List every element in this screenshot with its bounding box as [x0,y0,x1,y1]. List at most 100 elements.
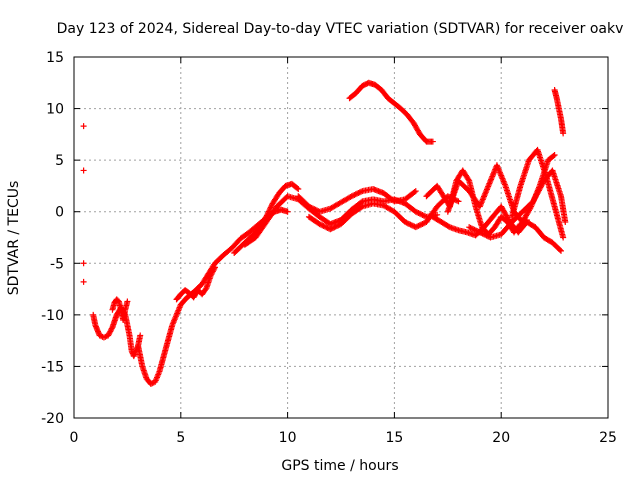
data-point [316,221,323,228]
data-point [412,208,419,215]
data-point [102,333,109,340]
data-point [419,220,426,227]
data-point [294,185,301,192]
y-tick-label: 15 [46,50,64,66]
data-point [479,230,486,237]
data-point [480,231,487,238]
series-tangle-4 [508,146,567,241]
series-early-arc [90,304,144,360]
data-point [415,210,422,217]
x-tick-label: 10 [279,430,297,446]
data-point [472,227,479,234]
data-point [465,176,472,183]
data-point [323,224,330,231]
data-point [329,224,336,231]
data-point [327,226,334,233]
data-point [467,224,474,231]
series-high-arc [346,79,436,145]
data-point [320,223,327,230]
data-point [211,265,218,272]
data-point [415,222,422,229]
x-tick-label: 15 [385,430,403,446]
data-point [305,203,312,210]
series-tangle-2 [429,203,565,254]
data-series [80,79,569,387]
data-point [335,222,342,229]
data-point [352,191,359,198]
data-point [420,220,427,227]
y-tick-label: 5 [55,153,64,169]
data-point [108,325,115,332]
data-point [80,167,87,174]
data-point [484,233,491,240]
data-point [560,234,567,241]
y-tick-label: -15 [41,359,64,375]
x-tick-label: 5 [176,430,185,446]
data-point [354,190,361,197]
data-point [416,222,423,229]
data-point [311,206,318,213]
data-point [407,221,414,228]
data-point [478,229,485,236]
data-point [211,264,218,271]
data-point [202,286,209,293]
data-point [328,225,335,232]
data-point [412,188,419,195]
series-late-dip [466,167,569,241]
data-point [321,223,328,230]
data-point [80,123,87,130]
data-point [295,186,302,193]
data-point [550,152,557,159]
data-point [434,211,441,218]
series-arc-c [295,186,419,215]
plot-frame [73,56,609,419]
data-point [267,205,274,212]
y-tick-label: 0 [55,205,64,221]
data-point [558,247,565,254]
data-point [560,130,567,137]
y-tick-label: 10 [46,102,64,118]
data-point [455,198,462,205]
data-point [414,223,421,230]
data-point [308,204,315,211]
x-axis-label: GPS time / hours [281,458,398,474]
data-point [351,191,358,198]
data-point [324,224,331,231]
data-point [475,228,482,235]
data-point [470,226,477,233]
data-point [331,224,338,231]
data-point [414,209,421,216]
data-point [350,192,357,199]
data-point [284,208,291,215]
y-tick-label: -20 [41,411,64,427]
series-main-rise [135,206,291,387]
data-point [418,221,425,228]
data-point [474,228,481,235]
data-point [412,224,419,231]
data-point [80,260,87,267]
data-point [556,246,563,253]
data-point [137,332,144,339]
axis-ticks: 0 5 10 15 20 25 15 10 5 0 -5 -10 -15 -20 [41,50,617,446]
data-point [333,223,340,230]
data-point [420,212,427,219]
data-point [332,223,339,230]
grid-lines [74,57,608,418]
data-point [402,219,409,226]
data-point [404,220,411,227]
data-point [471,226,478,233]
data-point [476,229,483,236]
series-isolated-points [80,123,87,285]
y-tick-label: -5 [50,256,64,272]
data-point [411,189,418,196]
series-dense-band [173,264,218,303]
data-point [355,190,362,197]
data-point [418,211,425,218]
data-point [468,225,475,232]
x-tick-label: 20 [492,430,510,446]
data-point [445,223,452,230]
series-arc-a [231,180,302,256]
data-point [317,221,324,228]
data-point [356,189,363,196]
data-point [348,193,355,200]
